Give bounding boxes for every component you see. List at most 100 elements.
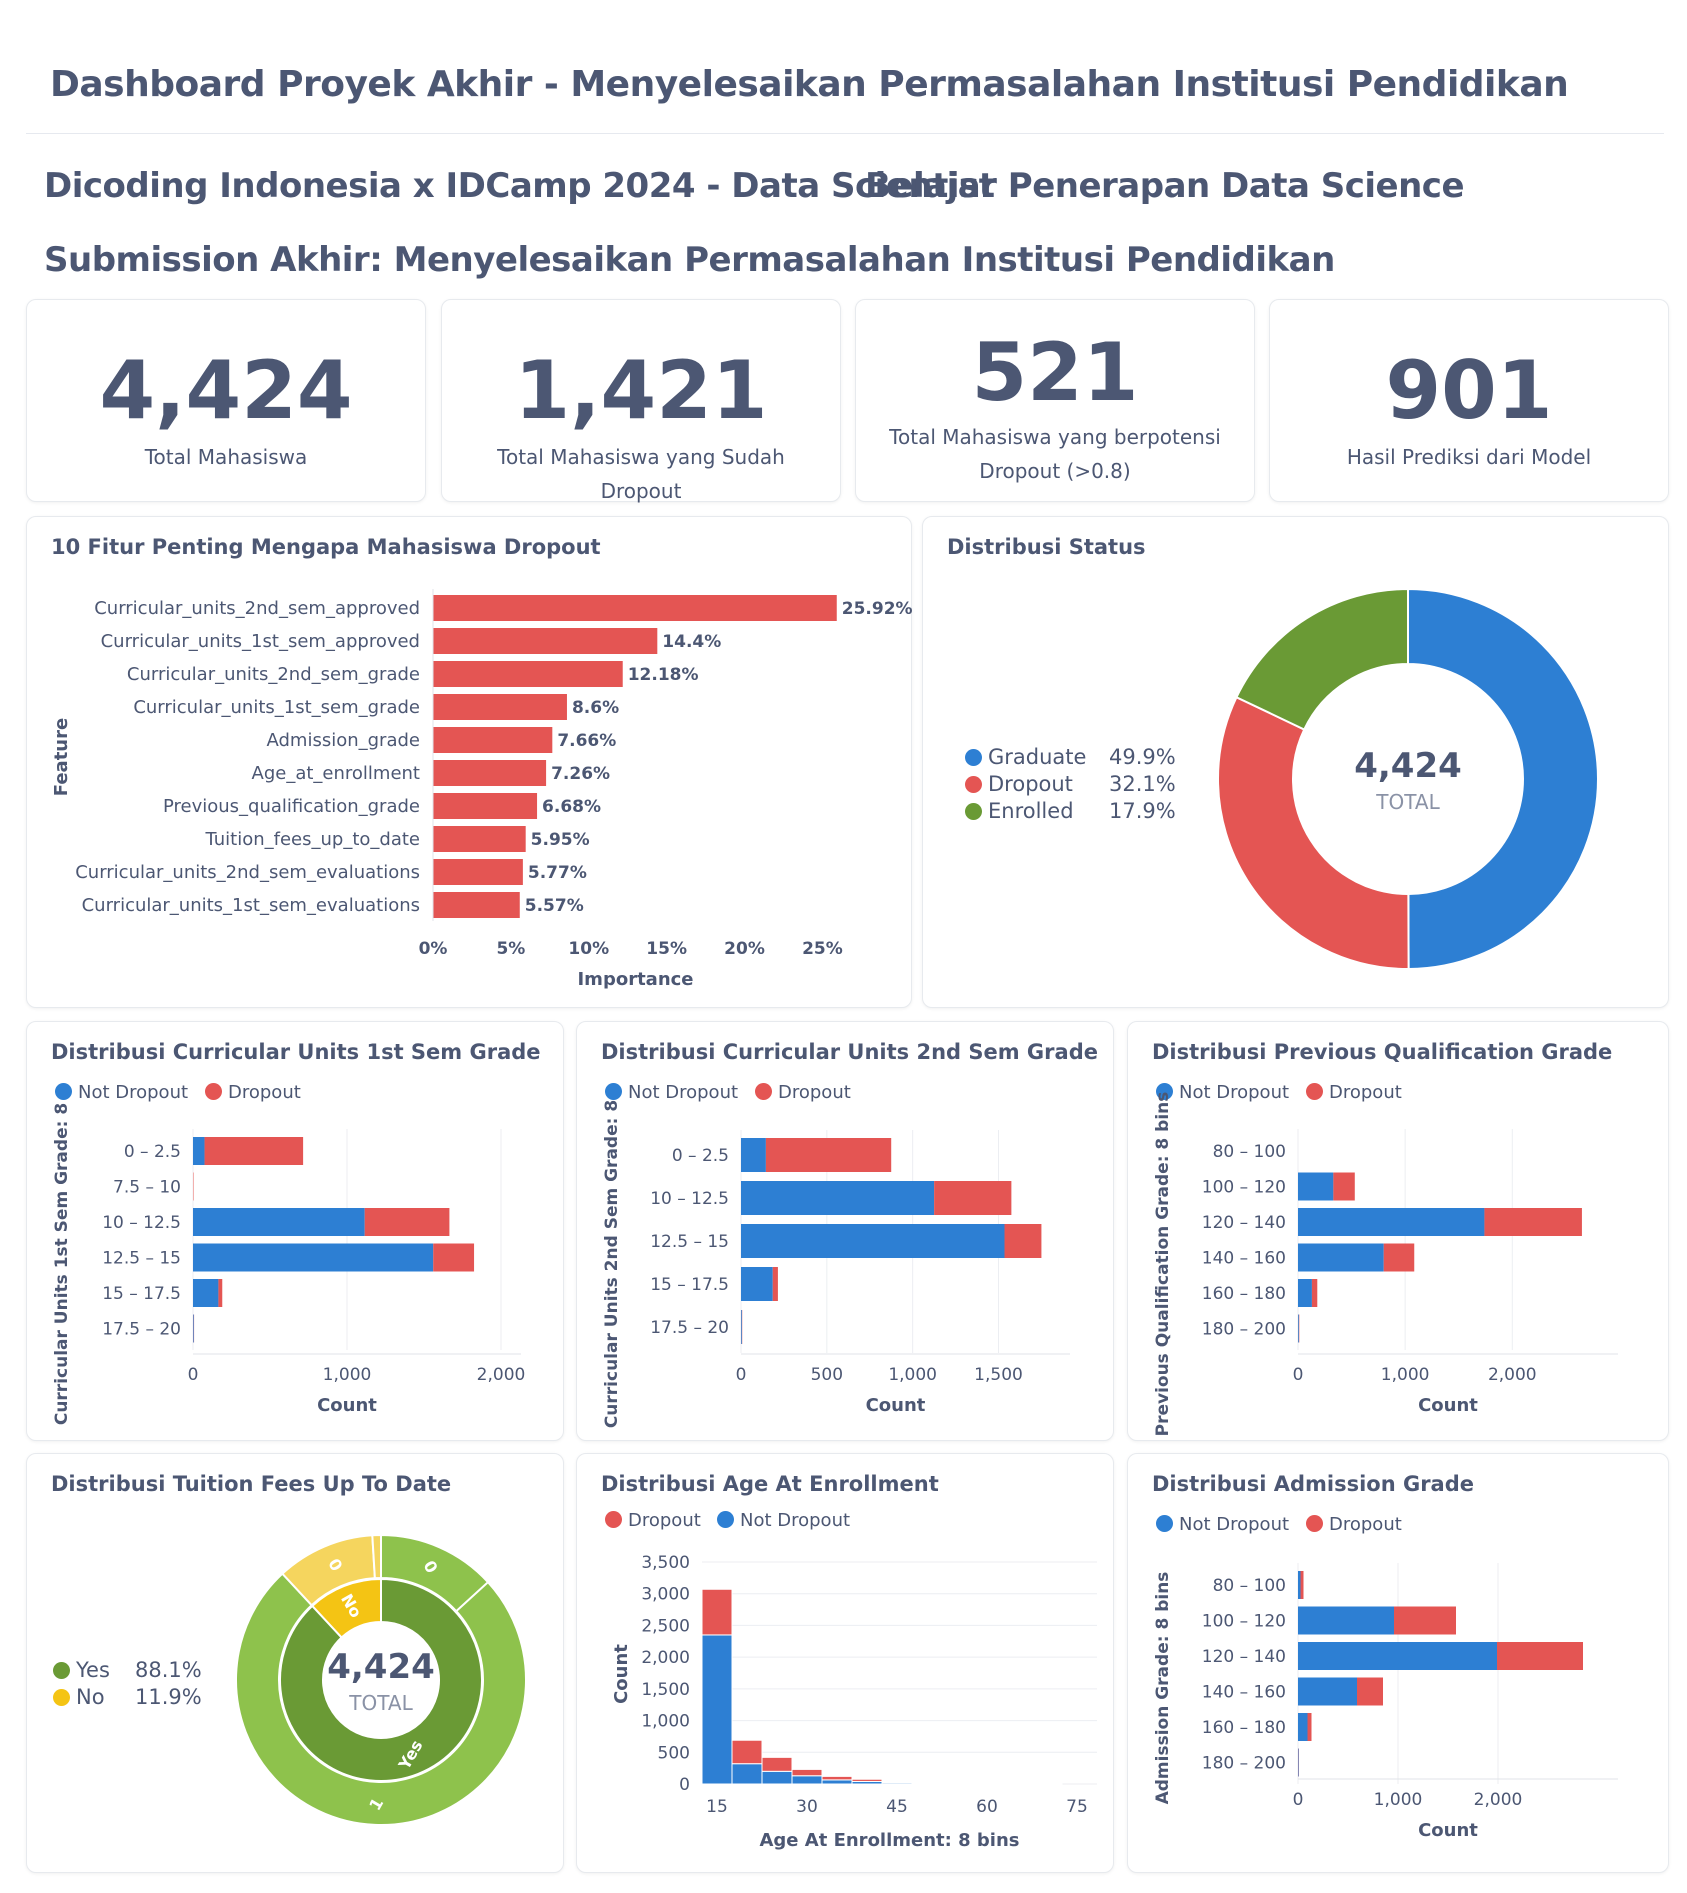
card-tuition[interactable]: Distribusi Tuition Fees Up To Date Yes 88… xyxy=(26,1453,564,1873)
bar-not-dropout[interactable] xyxy=(821,1779,853,1785)
bar-not-dropout[interactable] xyxy=(1298,1713,1308,1741)
bar-dropout[interactable] xyxy=(433,1243,475,1272)
bar-not-dropout[interactable] xyxy=(731,1763,763,1785)
bar-dropout[interactable] xyxy=(934,1181,1012,1215)
card-admission-grade[interactable]: Distribusi Admission Grade Not Dropout D… xyxy=(1127,1453,1669,1873)
legend-dropout[interactable]: Dropout xyxy=(755,1082,851,1103)
legend-no[interactable]: No 11.9% xyxy=(53,1685,202,1709)
feature-bar[interactable] xyxy=(433,892,520,918)
bar-dropout[interactable] xyxy=(1383,1243,1415,1272)
legend-dropout[interactable]: Dropout xyxy=(1306,1082,1402,1103)
bar-not-dropout[interactable] xyxy=(1298,1642,1497,1670)
card-prev-qualification[interactable]: Distribusi Previous Qualification Grade … xyxy=(1127,1021,1669,1441)
bar-not-dropout[interactable] xyxy=(741,1224,1005,1258)
bar-not-dropout[interactable] xyxy=(791,1775,823,1785)
legend-dropout[interactable]: Dropout 32.1% xyxy=(965,772,1176,796)
card-feature-importance[interactable]: 10 Fitur Penting Mengapa Mahasiswa Dropo… xyxy=(26,516,913,1008)
x-axis-title: Count xyxy=(1418,1820,1478,1841)
legend-yes[interactable]: Yes 88.1% xyxy=(53,1658,202,1682)
bar-dropout[interactable] xyxy=(701,1588,733,1636)
bar-dropout[interactable] xyxy=(731,1739,763,1765)
feature-bar[interactable] xyxy=(433,826,526,852)
bar-not-dropout[interactable] xyxy=(193,1208,365,1236)
legend-not-dropout[interactable]: Not Dropout xyxy=(1156,1082,1289,1103)
bar-not-dropout[interactable] xyxy=(1298,1677,1357,1706)
bar-not-dropout[interactable] xyxy=(1298,1571,1301,1599)
bar-not-dropout[interactable] xyxy=(761,1770,793,1785)
kpi-total-mahasiswa[interactable]: 4,424 Total Mahasiswa xyxy=(26,299,426,502)
bar-dropout[interactable] xyxy=(791,1768,823,1777)
legend-dropout[interactable]: Dropout xyxy=(1306,1514,1402,1535)
bar-not-dropout[interactable] xyxy=(1298,1279,1312,1307)
bar-dropout[interactable] xyxy=(218,1279,223,1307)
header-divider xyxy=(26,133,1664,134)
feature-bar[interactable] xyxy=(433,694,567,720)
feature-bar[interactable] xyxy=(433,727,553,753)
legend-not-dropout[interactable]: Not Dropout xyxy=(605,1082,738,1103)
bar-dropout[interactable] xyxy=(364,1208,450,1236)
enrolled-dot xyxy=(965,803,982,820)
bar-not-dropout[interactable] xyxy=(741,1138,766,1172)
bar-dropout[interactable] xyxy=(1333,1172,1355,1201)
inner-ring-no[interactable] xyxy=(310,1577,382,1639)
donut-center-label: TOTAL xyxy=(348,1691,413,1715)
bar-dropout[interactable] xyxy=(1311,1279,1318,1307)
legend-dropout[interactable]: Dropout xyxy=(605,1510,701,1531)
inner-ring-yes[interactable] xyxy=(279,1577,483,1782)
legend-enrolled[interactable]: Enrolled 17.9% xyxy=(965,799,1176,823)
feature-bar[interactable] xyxy=(433,760,547,786)
bar-dropout[interactable] xyxy=(881,1781,913,1784)
bar-not-dropout[interactable] xyxy=(193,1314,194,1343)
legend-not-dropout[interactable]: Not Dropout xyxy=(55,1082,188,1103)
bar-dropout[interactable] xyxy=(761,1756,793,1772)
bar-not-dropout[interactable] xyxy=(741,1310,742,1344)
kpi-total-dropout[interactable]: 1,421 Total Mahasiswa yang Sudah Dropout xyxy=(441,299,841,503)
bar-dropout[interactable] xyxy=(772,1267,778,1301)
bar-dropout[interactable] xyxy=(1394,1606,1456,1635)
status-slice-enrolled[interactable] xyxy=(1235,587,1409,731)
bar-not-dropout[interactable] xyxy=(1298,1208,1485,1236)
bar-not-dropout[interactable] xyxy=(701,1634,733,1785)
status-slice-graduate[interactable] xyxy=(1407,587,1599,971)
bar-not-dropout[interactable] xyxy=(193,1137,205,1165)
bar-not-dropout[interactable] xyxy=(1298,1243,1384,1272)
legend-not-dropout[interactable]: Not Dropout xyxy=(1156,1514,1289,1535)
bar-dropout[interactable] xyxy=(1307,1713,1312,1741)
feature-bar[interactable] xyxy=(433,628,658,654)
bar-dropout[interactable] xyxy=(765,1138,892,1172)
outer-ring-no-1[interactable] xyxy=(371,1533,382,1580)
legend-dropout[interactable]: Dropout xyxy=(205,1082,301,1103)
bar-not-dropout[interactable] xyxy=(1298,1606,1394,1635)
legend-not-dropout[interactable]: Not Dropout xyxy=(717,1510,850,1531)
feature-bar[interactable] xyxy=(433,661,623,687)
not-dropout-dot xyxy=(1156,1515,1173,1532)
bar-not-dropout[interactable] xyxy=(193,1243,434,1272)
card-status-distribution[interactable]: Distribusi Status Graduate 49.9% Dropout 3… xyxy=(922,516,1669,1008)
bar-dropout[interactable] xyxy=(1484,1208,1582,1236)
feature-bar[interactable] xyxy=(433,859,523,885)
card-grade2[interactable]: Distribusi Curricular Units 2nd Sem Grad… xyxy=(576,1021,1114,1441)
card-grade1[interactable]: Distribusi Curricular Units 1st Sem Grad… xyxy=(26,1021,564,1441)
kpi-model-prediction[interactable]: 901 Hasil Prediksi dari Model xyxy=(1269,299,1669,502)
bar-dropout[interactable] xyxy=(1357,1677,1383,1706)
card-age-enrollment[interactable]: Distribusi Age At Enrollment Dropout Not… xyxy=(576,1453,1114,1873)
bar-dropout[interactable] xyxy=(204,1137,304,1165)
bar-dropout[interactable] xyxy=(1300,1571,1304,1599)
feature-bar[interactable] xyxy=(433,793,538,819)
feature-bar[interactable] xyxy=(433,595,837,621)
bar-not-dropout[interactable] xyxy=(741,1181,935,1215)
bar-dropout[interactable] xyxy=(911,1782,943,1784)
bar-dropout[interactable] xyxy=(1497,1642,1583,1670)
bar-not-dropout[interactable] xyxy=(1298,1172,1334,1201)
kpi-potential-dropout[interactable]: 521 Total Mahasiswa yang berpotensi Drop… xyxy=(855,299,1255,502)
legend-graduate[interactable]: Graduate 49.9% xyxy=(965,745,1176,769)
bar-not-dropout[interactable] xyxy=(1298,1748,1299,1777)
bar-not-dropout[interactable] xyxy=(193,1279,219,1307)
status-slice-dropout[interactable] xyxy=(1217,695,1410,970)
bar-dropout[interactable] xyxy=(941,1782,973,1784)
bar-not-dropout[interactable] xyxy=(741,1267,773,1301)
bar-dropout[interactable] xyxy=(821,1775,853,1781)
bar-dropout[interactable] xyxy=(1004,1224,1042,1258)
bar-not-dropout[interactable] xyxy=(1298,1314,1299,1343)
bar-dropout[interactable] xyxy=(851,1778,883,1782)
